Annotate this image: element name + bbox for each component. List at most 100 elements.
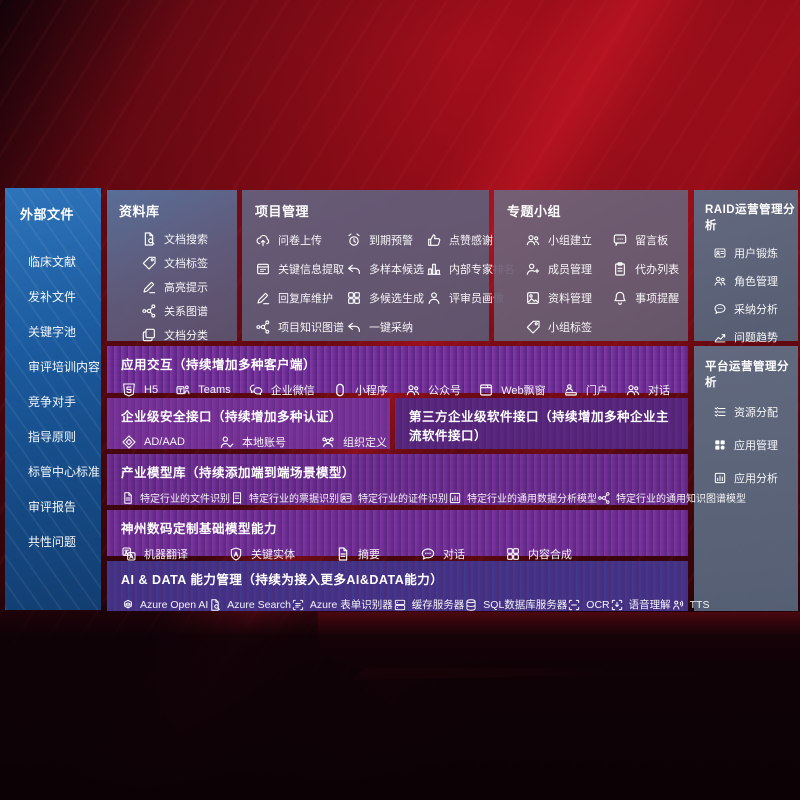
graph-icon: [597, 491, 611, 505]
platform-item-resource-allocation[interactable]: 资源分配: [713, 404, 798, 420]
aidata-item-speech-understanding[interactable]: 语音理解: [610, 597, 671, 612]
industry-model-band: 产业模型库（持续添加端到端场景模型） 特定行业的文件识别 特定行业的票据识别 特…: [107, 454, 746, 505]
industry-item-data-analysis-model[interactable]: 特定行业的通用数据分析模型: [448, 490, 597, 505]
server-icon: [393, 598, 407, 612]
industry-item-id-recognition[interactable]: 特定行业的证件识别: [339, 490, 448, 505]
project-item-knowledge-graph[interactable]: 项目知识图谱: [255, 319, 344, 335]
item-label: 关键实体: [251, 549, 295, 561]
item-label: 门户: [585, 385, 608, 397]
interaction-item-teams[interactable]: Teams: [175, 382, 231, 398]
groups-item-reminders[interactable]: 事项提醒: [612, 290, 688, 306]
item-label: 多候选生成: [369, 293, 424, 305]
raid-item-adoption-analysis[interactable]: 采纳分析: [713, 301, 798, 317]
library-item-relation-graph[interactable]: 关系图谱: [141, 303, 237, 319]
groups-item-member-mgmt[interactable]: 成员管理: [525, 261, 612, 277]
id-card-icon: [339, 491, 353, 505]
industry-item-file-recognition[interactable]: 特定行业的文件识别: [121, 490, 230, 505]
industry-item-receipt-recognition[interactable]: 特定行业的票据识别: [230, 490, 339, 505]
item-label: 评审员画像: [449, 293, 504, 305]
foundation-item-content-synthesis[interactable]: 内容合成: [505, 546, 572, 562]
interaction-item-miniprogram[interactable]: 小程序: [332, 382, 388, 398]
foundation-item-summary[interactable]: 摘要: [335, 546, 380, 562]
platform-panel-title: 平台运营管理分析: [705, 361, 789, 389]
sidebar-item-review-training[interactable]: 审评培训内容: [28, 360, 101, 374]
foundation-item-dialogue[interactable]: 对话: [420, 546, 465, 562]
item-label: 语音理解: [628, 599, 671, 611]
item-label: SQL数据库服务器: [483, 599, 568, 611]
library-item-highlight[interactable]: 高亮提示: [141, 279, 237, 295]
project-item-due-warning[interactable]: 到期预警: [346, 232, 424, 248]
sidebar-item-cmde-standards[interactable]: 标管中心标准: [28, 465, 101, 479]
interaction-item-wechat-work[interactable]: 企业微信: [248, 382, 315, 398]
project-item-like-thanks[interactable]: 点赞感谢: [426, 232, 515, 248]
interaction-item-official-account[interactable]: 公众号: [405, 382, 461, 398]
aidata-item-tts[interactable]: TTS: [671, 598, 709, 612]
raid-item-user-training[interactable]: 用户锻炼: [713, 245, 798, 261]
project-item-one-click-adopt[interactable]: 一键采纳: [346, 319, 424, 335]
thirdparty-interface-band: 第三方企业级软件接口（持续增加多种企业主流软件接口） API自动化设计器: [395, 398, 688, 468]
interaction-item-portal[interactable]: 门户: [563, 382, 608, 398]
sidebar-item-keyword-pool[interactable]: 关键字池: [28, 325, 77, 339]
grid-icon: [346, 290, 362, 306]
aidata-item-sql-server[interactable]: SQL数据库服务器: [464, 597, 567, 612]
groups-item-create[interactable]: 小组建立: [525, 232, 612, 248]
item-label: 点赞感谢: [449, 235, 493, 247]
project-item-reply-library[interactable]: 回复库维护: [255, 290, 344, 306]
sidebar-item-guidelines[interactable]: 指导原则: [28, 430, 77, 444]
item-label: Web飘窗: [501, 385, 546, 397]
interaction-item-dialogue[interactable]: 对话: [625, 382, 670, 398]
project-item-multi-sample[interactable]: 多样本候选: [346, 261, 424, 277]
people-icon: [625, 382, 641, 398]
sidebar-item-review-reports[interactable]: 审评报告: [28, 500, 77, 514]
security-item-ad-aad[interactable]: AD/AAD: [121, 434, 185, 450]
aidata-item-azure-openai[interactable]: Azure Open AI: [121, 598, 208, 612]
project-item-questionnaire-upload[interactable]: 问卷上传: [255, 232, 344, 248]
security-item-org-definition[interactable]: 组织定义: [320, 434, 387, 450]
sidebar-item-supplementary-files[interactable]: 发补文件: [28, 290, 77, 304]
library-item-doc-search[interactable]: 文档搜索: [141, 231, 237, 247]
item-label: 问卷上传: [278, 235, 322, 247]
thumb-up-icon: [426, 232, 442, 248]
interaction-item-web-popup[interactable]: Web飘窗: [478, 382, 546, 398]
item-label: 特定行业的文件识别: [140, 494, 230, 505]
library-item-doc-classify[interactable]: 文档分类: [141, 327, 237, 343]
item-label: 应用分析: [734, 473, 778, 485]
raid-item-issue-trend[interactable]: 问题趋势: [713, 329, 798, 345]
industry-item-knowledge-graph-model[interactable]: 特定行业的通用知识图谱模型: [597, 490, 746, 505]
aidata-item-ocr[interactable]: OCR: [567, 598, 610, 612]
tts-person-icon: [671, 598, 685, 612]
aidata-band-title: AI & DATA 能力管理（持续为接入更多AI&DATA能力）: [121, 573, 444, 587]
project-item-key-info-extract[interactable]: 关键信息提取: [255, 261, 344, 277]
sidebar-item-competitors[interactable]: 竞争对手: [28, 395, 77, 409]
interaction-item-h5[interactable]: H5: [121, 382, 158, 398]
item-label: 资料管理: [548, 293, 592, 305]
project-item-reviewer-profile[interactable]: 评审员画像: [426, 290, 515, 306]
groups-item-todo-list[interactable]: 代办列表: [612, 261, 688, 277]
aidata-item-azure-search[interactable]: Azure Search: [208, 598, 291, 612]
security-item-local-account[interactable]: 本地账号: [219, 434, 286, 450]
groups-item-material-mgmt[interactable]: 资料管理: [525, 290, 612, 306]
aidata-item-cache-server[interactable]: 缓存服务器: [393, 597, 464, 612]
item-label: 企业微信: [270, 385, 315, 397]
chat-dots-icon: [420, 546, 436, 562]
sidebar-item-clinical-literature[interactable]: 临床文献: [28, 255, 77, 269]
platform-item-app-analysis[interactable]: 应用分析: [713, 470, 798, 486]
library-item-doc-tags[interactable]: 文档标签: [141, 255, 237, 271]
platform-item-app-mgmt[interactable]: 应用管理: [713, 437, 798, 453]
raid-item-role-mgmt[interactable]: 角色管理: [713, 273, 798, 289]
item-label: 到期预警: [369, 235, 413, 247]
groups-item-group-tags[interactable]: 小组标签: [525, 319, 612, 335]
project-item-multi-candidate[interactable]: 多候选生成: [346, 290, 424, 306]
item-label: 一键采纳: [369, 322, 413, 334]
sidebar-item-common-issues[interactable]: 共性问题: [28, 535, 77, 549]
item-label: 关系图谱: [164, 306, 208, 318]
chat-dots-icon: [713, 302, 727, 316]
people-icon: [525, 232, 541, 248]
app-interaction-band: 应用交互（持续增加多种客户端） H5 Teams 企业微信 小程序 公众号 We…: [107, 346, 688, 397]
groups-item-message-board[interactable]: 留言板: [612, 232, 688, 248]
foundation-item-key-entities[interactable]: 关键实体: [228, 546, 295, 562]
html5-icon: [121, 382, 137, 398]
aidata-item-form-recognizer[interactable]: Azure 表单识别器: [291, 597, 393, 612]
foundation-item-machine-translation[interactable]: 机器翻译: [121, 546, 188, 562]
raid-analysis-panel: RAID运营管理分析 用户锻炼 角色管理 采纳分析 问题趋势: [694, 190, 798, 344]
